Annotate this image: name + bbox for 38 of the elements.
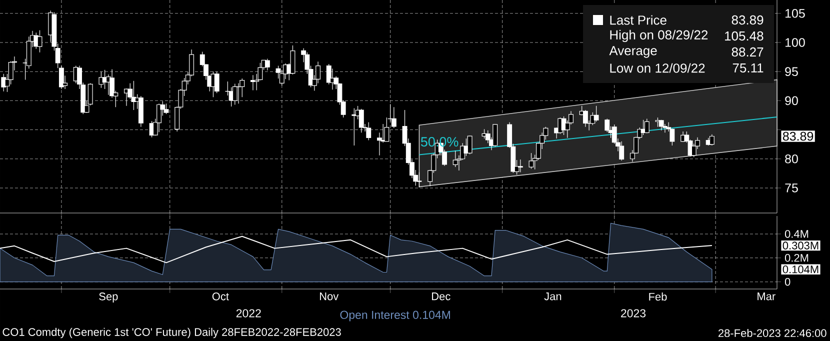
x-tick-label: Oct: [212, 292, 229, 300]
candlestick: [662, 124, 668, 133]
legend-label: Last Price: [610, 15, 666, 25]
annotation: Average: [609, 46, 657, 58]
x-tick-label: Jan: [544, 292, 562, 300]
text: 2023: [621, 309, 646, 318]
annotation: 88.27: [732, 47, 764, 57]
candlestick: [58, 65, 64, 90]
annotation: Low on 12/09/22: [610, 63, 705, 73]
candlestick: [156, 103, 162, 132]
x-tick-label: Feb: [649, 292, 667, 301]
annotation: 105.48: [725, 31, 764, 41]
y-tick-label: 80: [785, 154, 798, 164]
y-tick-label: 0: [784, 278, 790, 286]
annotation: 83.89: [732, 15, 764, 25]
text: 83.89: [782, 132, 814, 141]
text: CO1 Comdty (Generic 1st 'CO' Future) Daily 28FEB2022-28FEB2023: [2, 328, 341, 338]
y-tick-label: 100: [785, 38, 805, 47]
y-tick-label: 0.4M: [784, 230, 808, 238]
x-tick-label: Mar: [758, 292, 776, 300]
text: 0.104M: [782, 265, 818, 274]
text: 0.303M: [782, 242, 818, 250]
x-tick-label: Nov: [320, 292, 339, 300]
text: 28-Feb-2023 22:46:00: [718, 328, 826, 338]
line-series: [0, 236, 712, 264]
y-tick-label: 90: [785, 96, 798, 106]
text: 2022: [236, 309, 261, 318]
text: Open Interest 0.104M: [340, 310, 450, 322]
y-tick-label: 0.2M: [784, 254, 808, 262]
candlestick: [583, 110, 588, 128]
annotation: High on 08/29/22: [610, 30, 708, 42]
candlestick: [316, 61, 320, 84]
annotation: 75.11: [732, 63, 764, 73]
y-tick-label: 105: [785, 8, 805, 18]
y-tick-label: 75: [785, 184, 798, 192]
x-tick-label: Sep: [99, 292, 118, 302]
y-tick-label: 95: [785, 67, 798, 76]
x-tick-label: Dec: [432, 292, 450, 300]
